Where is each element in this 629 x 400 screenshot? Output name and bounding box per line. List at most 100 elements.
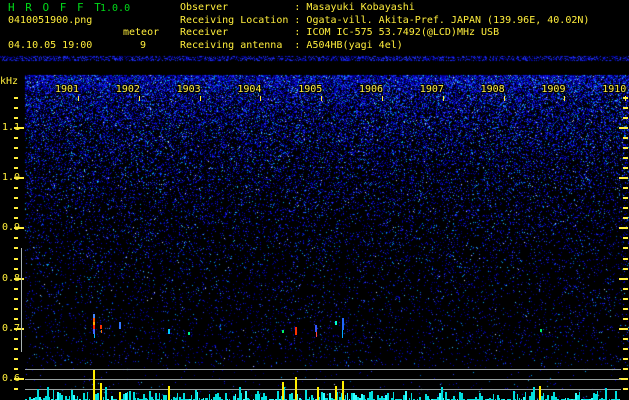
freq-minor-tick-right (623, 367, 628, 370)
meteor-echo-mark (93, 322, 95, 325)
freq-major-tick (14, 227, 24, 230)
freq-minor-tick (14, 167, 18, 170)
level-noise-spike (319, 397, 320, 400)
freq-minor-tick-right (623, 237, 628, 240)
level-noise-spike (371, 391, 373, 400)
freq-minor-tick (14, 187, 18, 190)
level-noise-spike (255, 394, 257, 400)
level-noise-spike (73, 395, 75, 400)
level-noise-spike (29, 397, 31, 400)
level-noise-spike (111, 396, 113, 400)
time-tick-label: 1910 (602, 84, 627, 95)
freq-major-tick (14, 277, 24, 280)
header: H R O F F T 1.0.0 0410051900.png meteor … (0, 0, 629, 56)
level-noise-spike (191, 395, 192, 400)
freq-minor-tick (14, 297, 18, 300)
freq-minor-tick (14, 247, 18, 250)
level-noise-spike (369, 392, 371, 400)
meteor-echo-mark (540, 329, 542, 332)
level-noise-spike (39, 397, 41, 400)
level-noise-spike (601, 398, 603, 400)
level-noise-spike (71, 390, 73, 400)
freq-minor-tick (14, 106, 18, 109)
level-noise-spike (553, 392, 555, 400)
freq-minor-tick-right (623, 357, 628, 360)
freq-minor-tick (14, 267, 18, 270)
meteor-echo-mark (342, 330, 343, 338)
level-noise-spike (323, 393, 325, 400)
freq-minor-tick (14, 257, 18, 260)
level-noise-spike (513, 391, 515, 400)
level-noise-spike (97, 393, 99, 400)
level-noise-spike (265, 396, 267, 400)
level-noise-spike (33, 398, 35, 400)
level-noise-spike (143, 394, 145, 400)
level-noise-spike (233, 396, 235, 400)
level-noise-spike (403, 395, 405, 400)
level-noise-spike (49, 397, 50, 400)
level-noise-spike (517, 394, 518, 400)
meteor-echo-mark (93, 314, 95, 318)
level-noise-spike (239, 387, 241, 400)
level-noise-spike (357, 397, 359, 400)
freq-minor-tick (14, 207, 18, 210)
level-noise-spike (149, 391, 151, 400)
level-noise-spike (209, 394, 210, 400)
level-noise-spike (437, 397, 439, 400)
time-tick-label: 1906 (359, 84, 384, 95)
level-noise-spike (235, 394, 236, 400)
level-noise-spike (461, 393, 463, 400)
level-noise-spike (45, 396, 47, 400)
freq-minor-tick-right (623, 157, 628, 160)
level-noise-spike (565, 398, 566, 400)
level-noise-spike (69, 396, 70, 400)
station-info-row: Receiver : ICOM IC-575 53.7492(@LCD)MHz … (180, 27, 500, 39)
level-noise-spike (367, 398, 369, 400)
level-noise-spike (95, 394, 97, 400)
level-noise-spike (597, 391, 598, 400)
meteor-echo-mark (94, 334, 95, 338)
level-noise-spike (425, 394, 427, 400)
freq-major-tick-right (619, 378, 628, 380)
level-noise-spike (205, 398, 207, 400)
level-noise-spike (105, 387, 107, 400)
level-noise-spike (309, 397, 310, 400)
meteor-echo-mark (101, 330, 102, 333)
meteor-echo-mark (93, 329, 95, 334)
freq-tick-label: 1.1 (1, 122, 20, 133)
level-noise-spike (125, 393, 127, 400)
level-noise-spike (137, 398, 139, 400)
freq-minor-tick (14, 347, 18, 350)
level-noise-spike (217, 393, 219, 400)
meteor-echo-mark (315, 325, 317, 332)
freq-minor-tick (14, 337, 18, 340)
level-noise-spike (103, 397, 104, 400)
time-tick (564, 96, 566, 101)
level-noise-spike (615, 391, 617, 400)
level-noise-spike (347, 393, 348, 400)
level-noise-spike (379, 398, 381, 400)
level-noise-spike (263, 393, 265, 400)
freq-tick-label: 0.7 (1, 322, 20, 334)
freq-tick-label: 0.8 (1, 272, 20, 284)
level-noise-spike (311, 395, 313, 400)
freq-major-tick-right (619, 227, 628, 230)
level-noise-spike (387, 393, 389, 400)
level-gridline (25, 378, 621, 380)
level-noise-spike (175, 398, 177, 400)
freq-minor-tick (14, 237, 18, 240)
level-noise-spike (419, 397, 421, 400)
freq-minor-tick (14, 357, 18, 360)
filename: 0410051900.png (8, 15, 93, 26)
level-noise-spike (353, 393, 355, 400)
freq-minor-tick-right (623, 337, 628, 340)
level-noise-spike (165, 395, 167, 400)
meteor-echo-mark (295, 327, 297, 335)
level-noise-spike (215, 394, 217, 400)
freq-minor-tick-right (623, 207, 628, 210)
level-noise-spike (345, 395, 346, 400)
level-noise-spike (411, 393, 412, 400)
level-noise-spike (443, 398, 444, 400)
